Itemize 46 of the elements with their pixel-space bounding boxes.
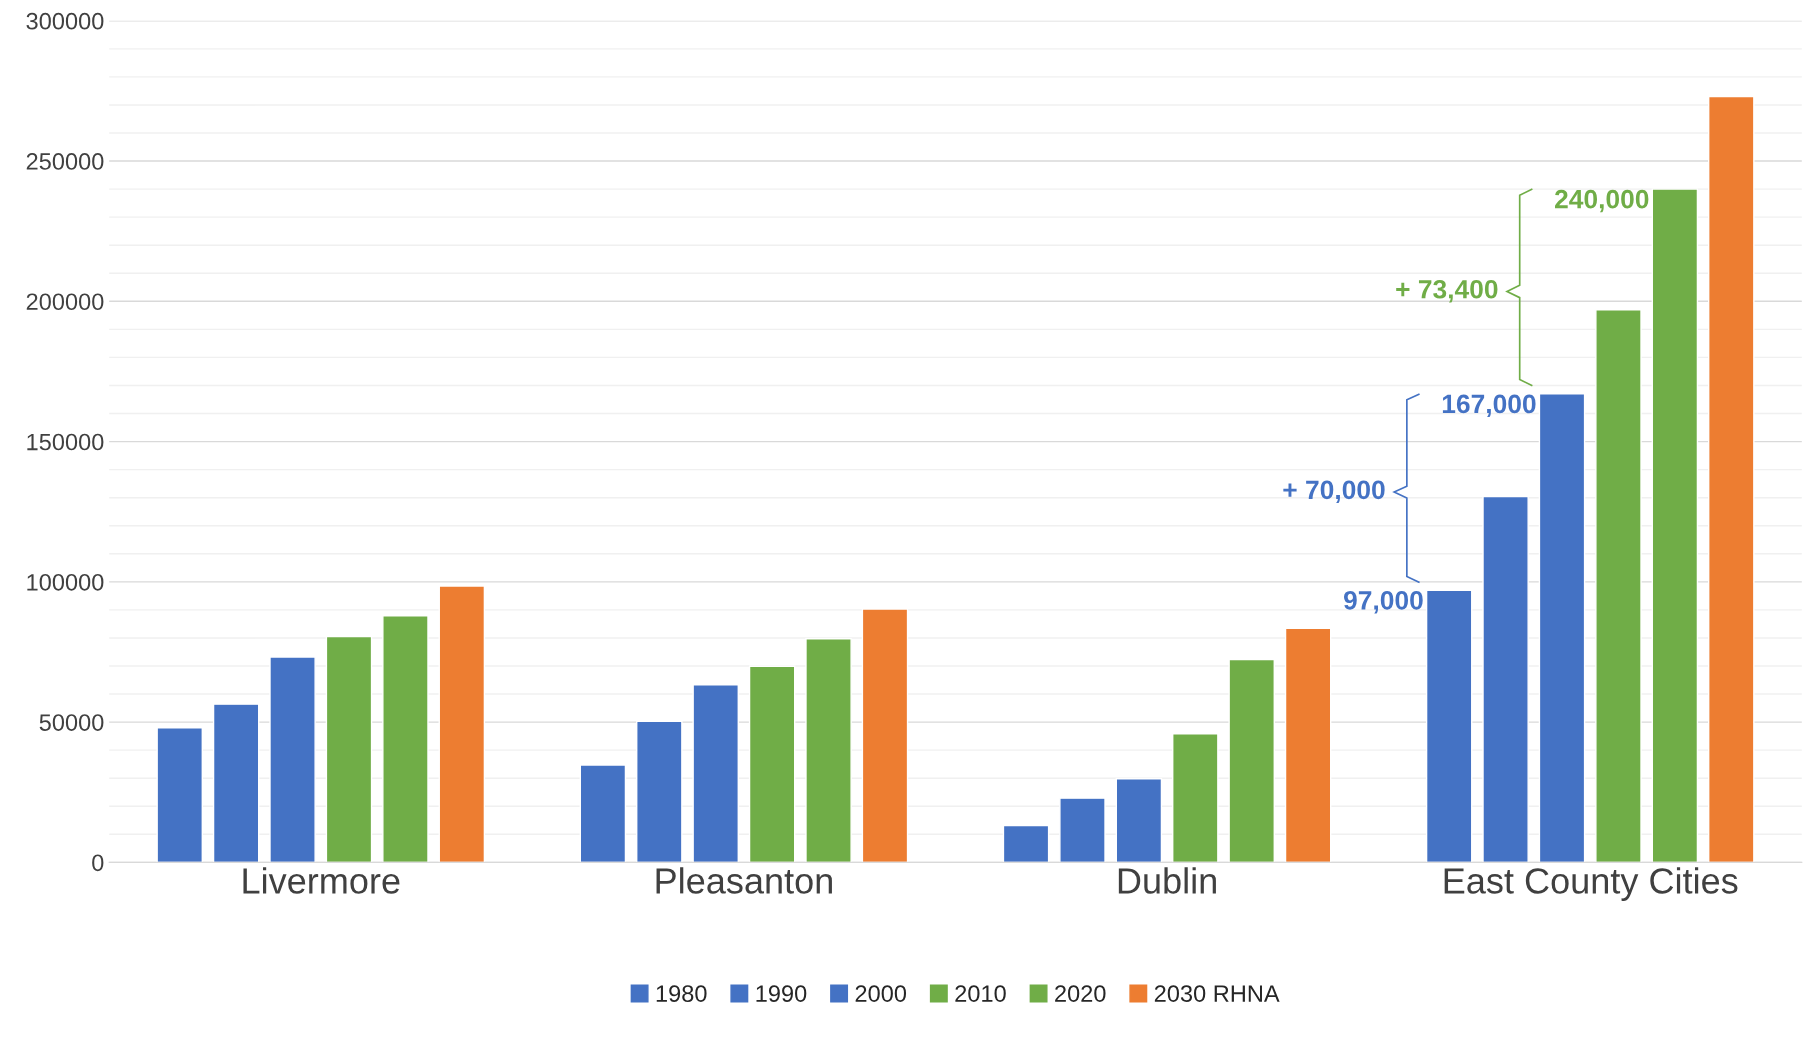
legend-label: 2000 [855,985,907,1002]
bar [382,615,429,863]
bar [1538,393,1586,863]
y-tick-label: 100000 [27,573,104,591]
bar [579,764,627,863]
x-tick-label: Livermore [243,867,400,894]
bar [1172,733,1219,863]
y-tick-label: 250000 [26,153,104,170]
bar [1284,627,1332,863]
bar [212,703,260,863]
bar [636,720,683,863]
bar [1595,309,1642,863]
y-tick-label: 50000 [39,714,104,731]
y-tick-label: 300000 [26,12,104,30]
bar [1002,824,1050,863]
bar [1059,797,1106,863]
annotation: 97,000 [1344,590,1423,614]
bar [1708,95,1755,863]
y-tick-label: 200000 [26,293,104,311]
annotation: + 73,400 [1396,279,1498,303]
annotation: 167,000 [1442,394,1536,418]
x-tick-label: Dublin [1118,867,1216,894]
bar [269,656,316,863]
annotation: 240,000 [1555,189,1649,213]
legend-label: 2030 RHNA [1154,985,1280,1002]
bar [1651,188,1699,863]
legend-label: 2020 [1055,985,1106,1002]
annotation: + 70,000 [1283,480,1385,503]
bar [1425,589,1473,863]
x-tick-label: Pleasanton [656,867,832,894]
x-tick-label: East County Cities [1444,867,1738,901]
y-tick-label: 150000 [27,433,104,451]
bar [861,608,909,863]
bar [805,638,852,863]
bar [438,585,486,863]
bar [1115,778,1163,863]
bar [692,684,739,863]
bar [1228,658,1275,863]
bar [325,635,373,863]
bar [1482,495,1529,863]
legend-label: 1990 [756,985,807,1002]
legend-label: 2010 [955,985,1006,1002]
bar [156,727,203,863]
y-tick-label: 0 [92,854,104,872]
bar [748,665,796,863]
legend-label: 1980 [656,985,707,1002]
